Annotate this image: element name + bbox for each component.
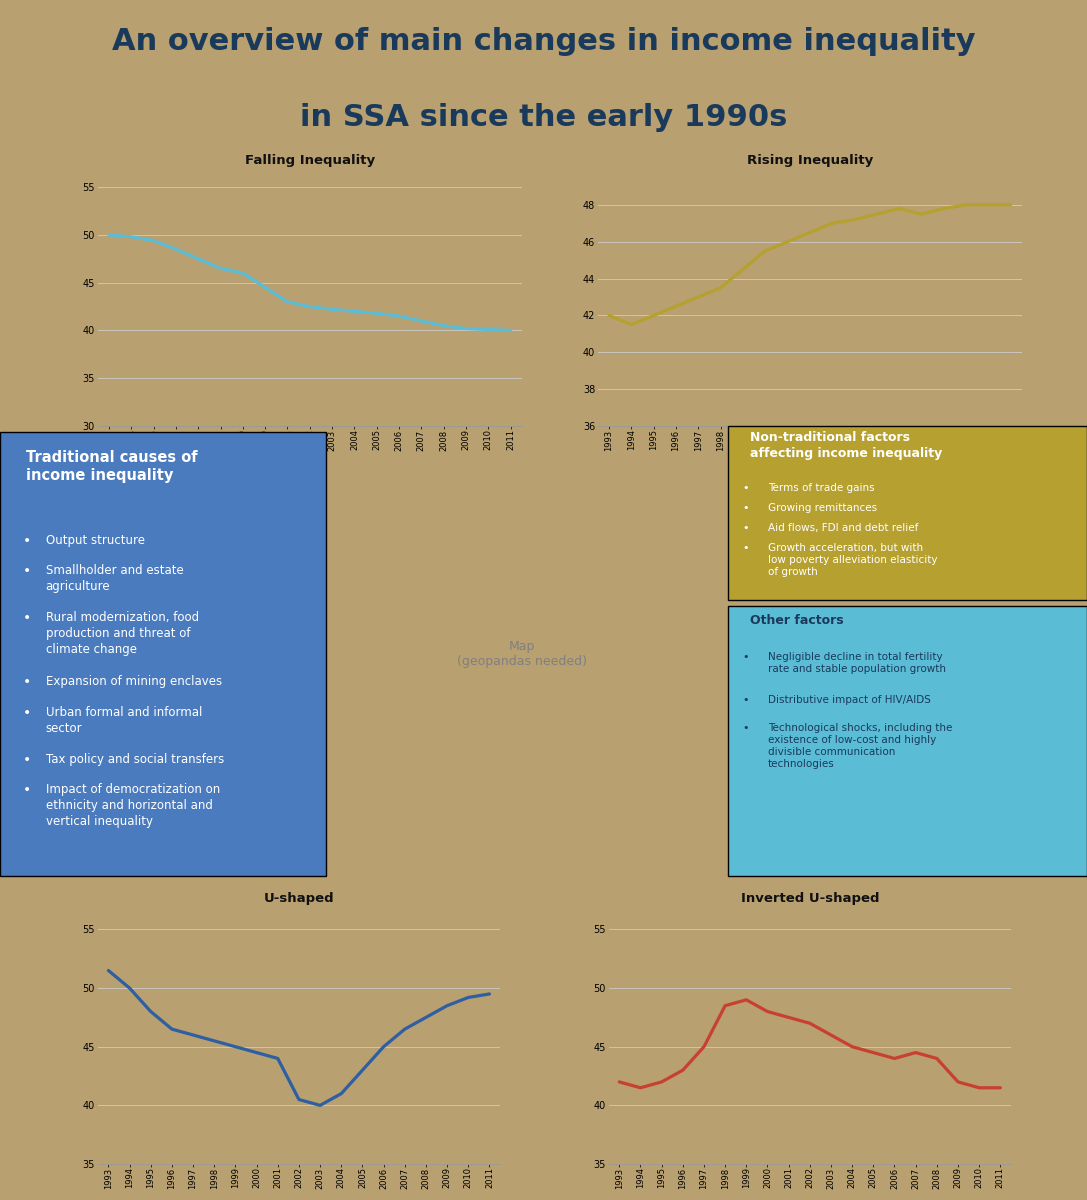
Text: Urban formal and informal
sector: Urban formal and informal sector xyxy=(46,706,202,734)
Text: •: • xyxy=(742,724,749,733)
Text: •: • xyxy=(742,695,749,706)
FancyBboxPatch shape xyxy=(0,432,326,876)
FancyBboxPatch shape xyxy=(728,606,1087,876)
Text: Tax policy and social transfers: Tax policy and social transfers xyxy=(46,752,224,766)
Text: •: • xyxy=(742,544,749,553)
Text: •: • xyxy=(23,782,32,797)
Text: Traditional causes of
income inequality: Traditional causes of income inequality xyxy=(26,450,198,484)
Text: Growing remittances: Growing remittances xyxy=(767,504,877,514)
Text: •: • xyxy=(23,564,32,578)
Text: •: • xyxy=(23,752,32,767)
Text: •: • xyxy=(742,504,749,514)
Text: Map
(geopandas needed): Map (geopandas needed) xyxy=(457,640,587,668)
Text: •: • xyxy=(742,652,749,662)
Title: Inverted U-shaped: Inverted U-shaped xyxy=(740,892,879,905)
Text: Technological shocks, including the
existence of low-cost and highly
divisible c: Technological shocks, including the exis… xyxy=(767,724,952,769)
Text: •: • xyxy=(23,676,32,689)
Text: Growth acceleration, but with
low poverty alleviation elasticity
of growth: Growth acceleration, but with low povert… xyxy=(767,544,937,577)
Text: •: • xyxy=(742,484,749,493)
Text: Negligible decline in total fertility
rate and stable population growth: Negligible decline in total fertility ra… xyxy=(767,652,946,674)
Text: •: • xyxy=(23,534,32,548)
Text: Output structure: Output structure xyxy=(46,534,145,547)
Text: •: • xyxy=(23,706,32,720)
Text: Distributive impact of HIV/AIDS: Distributive impact of HIV/AIDS xyxy=(767,695,930,706)
Text: Expansion of mining enclaves: Expansion of mining enclaves xyxy=(46,676,222,689)
Text: Terms of trade gains: Terms of trade gains xyxy=(767,484,874,493)
Text: •: • xyxy=(23,611,32,625)
Text: Other factors: Other factors xyxy=(750,614,844,628)
Text: Rural modernization, food
production and threat of
climate change: Rural modernization, food production and… xyxy=(46,611,199,656)
Text: •: • xyxy=(742,523,749,534)
Text: Aid flows, FDI and debt relief: Aid flows, FDI and debt relief xyxy=(767,523,919,534)
Text: Smallholder and estate
agriculture: Smallholder and estate agriculture xyxy=(46,564,184,593)
FancyBboxPatch shape xyxy=(728,426,1087,600)
Text: Non-traditional factors
affecting income inequality: Non-traditional factors affecting income… xyxy=(750,431,942,461)
Title: Rising Inequality: Rising Inequality xyxy=(747,154,873,167)
Text: Impact of democratization on
ethnicity and horizontal and
vertical inequality: Impact of democratization on ethnicity a… xyxy=(46,782,220,828)
Title: U-shaped: U-shaped xyxy=(264,892,334,905)
Text: An overview of main changes in income inequality: An overview of main changes in income in… xyxy=(112,28,975,56)
Text: in SSA since the early 1990s: in SSA since the early 1990s xyxy=(300,102,787,132)
Title: Falling Inequality: Falling Inequality xyxy=(245,154,375,167)
